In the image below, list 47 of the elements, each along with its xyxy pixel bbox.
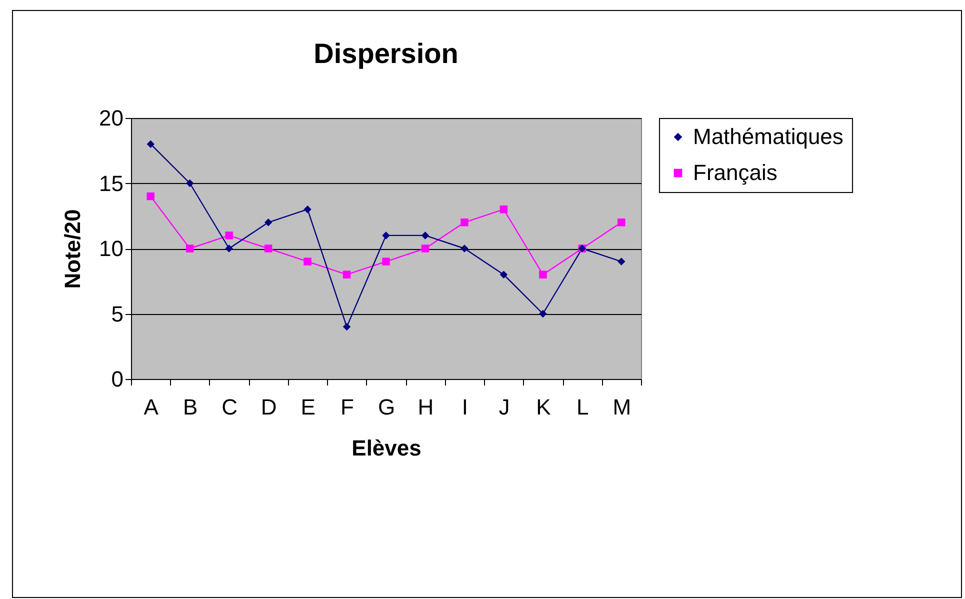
chart-title: Dispersion [314, 38, 458, 69]
point [460, 218, 468, 226]
point [500, 205, 508, 214]
point [539, 270, 547, 278]
point [146, 140, 154, 148]
x-tick-label: M [612, 394, 632, 420]
x-tick-label: K [536, 394, 552, 420]
x-tick-label: H [418, 394, 434, 420]
x-axis-title: Elèves [352, 436, 422, 460]
y-tick-label: 5 [111, 301, 124, 326]
point [304, 258, 312, 266]
x-tick-label: I [462, 394, 468, 420]
legend-label: Mathématiques [693, 124, 844, 149]
point [382, 258, 390, 266]
point [225, 232, 233, 240]
y-tick-label: 0 [111, 366, 124, 392]
point [421, 244, 430, 252]
x-tick-label: G [378, 394, 396, 420]
y-tick-label: 20 [99, 106, 124, 130]
legend-label: Français [693, 160, 778, 185]
point [342, 270, 351, 278]
x-tick-label: L [576, 394, 589, 420]
x-tick-label: C [222, 394, 238, 420]
y-tick-label: 15 [99, 170, 124, 196]
point [618, 218, 626, 226]
point [618, 258, 626, 266]
x-tick-label: A [144, 394, 159, 420]
x-tick-label: D [260, 394, 277, 420]
point [500, 270, 508, 278]
point [146, 192, 154, 200]
point [186, 179, 194, 188]
point [225, 244, 233, 252]
point [304, 205, 312, 214]
x-tick-label: F [340, 394, 354, 420]
point [186, 244, 194, 252]
point [460, 244, 468, 252]
point [421, 232, 430, 240]
x-tick-label: J [498, 394, 510, 420]
x-tick-label: E [300, 394, 316, 420]
y-axis-title: Note/20 [60, 209, 86, 289]
point [382, 232, 390, 240]
point [264, 244, 272, 252]
point [342, 322, 351, 331]
y-tick-label: 10 [99, 236, 124, 261]
point [539, 310, 547, 318]
x-tick-label: B [183, 394, 198, 420]
point [264, 218, 272, 226]
